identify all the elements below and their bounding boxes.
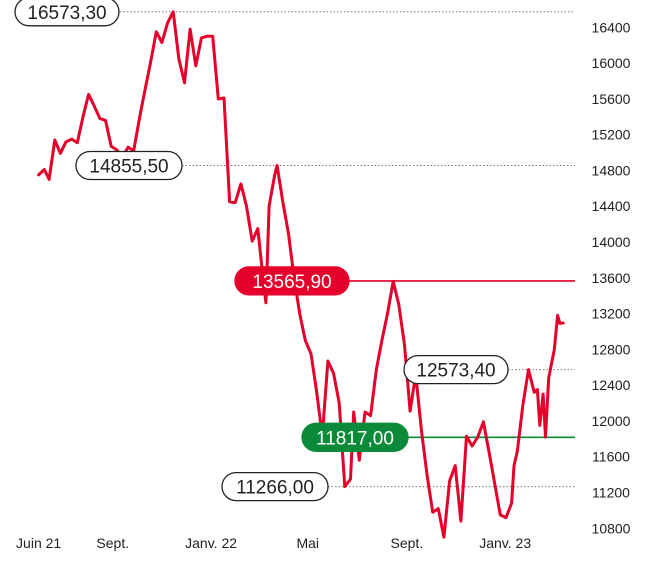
y-tick-label: 13600 xyxy=(592,270,631,286)
y-tick-label: 16400 xyxy=(592,19,631,35)
x-tick-label: Mai xyxy=(296,535,319,551)
y-tick-label: 11200 xyxy=(592,485,630,501)
callout-label: 16573,30 xyxy=(27,3,106,24)
value-callout: 11266,00 xyxy=(221,471,329,502)
callout-label: 11266,00 xyxy=(236,478,314,499)
callout-label: 11817,00 xyxy=(316,428,394,449)
y-tick-label: 16000 xyxy=(592,55,631,71)
callout-box xyxy=(75,150,183,181)
value-callout: 13565,90 xyxy=(234,266,350,296)
callout-label: 13565,90 xyxy=(252,272,331,293)
series-layer xyxy=(37,10,565,539)
series-line xyxy=(37,10,565,539)
callout-box xyxy=(403,354,509,385)
value-callout: 12573,40 xyxy=(403,354,509,385)
callout-box xyxy=(14,0,120,27)
value-callout: 16573,30 xyxy=(14,0,120,27)
y-tick-label: 11600 xyxy=(592,449,630,465)
x-tick-label: Sept. xyxy=(391,535,424,551)
y-tick-label: 12000 xyxy=(592,413,631,429)
y-tick-label: 14800 xyxy=(592,162,631,178)
callout-box xyxy=(234,266,350,296)
callout-box xyxy=(221,471,329,502)
value-callout: 14855,50 xyxy=(75,150,183,181)
y-tick-label: 15200 xyxy=(592,127,631,143)
y-tick-label: 10800 xyxy=(592,520,631,536)
x-tick-label: Juin 21 xyxy=(16,535,61,551)
y-tick-label: 12400 xyxy=(592,377,631,393)
x-tick-label: Janv. 22 xyxy=(185,535,237,551)
y-axis: 10800 11200 11600 12000 12400 12800 13200 13600… xyxy=(592,19,631,536)
callout-layer: 16573,30 14855,50 13565,90 12573,40 11817,00… xyxy=(14,0,509,502)
x-tick-label: Sept. xyxy=(96,535,129,551)
y-tick-label: 13200 xyxy=(592,306,631,322)
x-tick-label: Janv. 23 xyxy=(479,535,531,551)
callout-label: 12573,40 xyxy=(416,361,495,382)
value-callout: 11817,00 xyxy=(301,422,409,452)
y-tick-label: 14000 xyxy=(592,234,631,250)
y-tick-label: 12800 xyxy=(592,341,631,357)
x-axis: Juin 21 Sept. Janv. 22 Mai Sept. Janv. 23 xyxy=(16,535,531,551)
y-tick-label: 14400 xyxy=(592,198,631,214)
y-tick-label: 15600 xyxy=(592,91,631,107)
callout-box xyxy=(301,422,409,452)
reference-lines xyxy=(92,11,575,488)
callout-label: 14855,50 xyxy=(89,157,168,178)
